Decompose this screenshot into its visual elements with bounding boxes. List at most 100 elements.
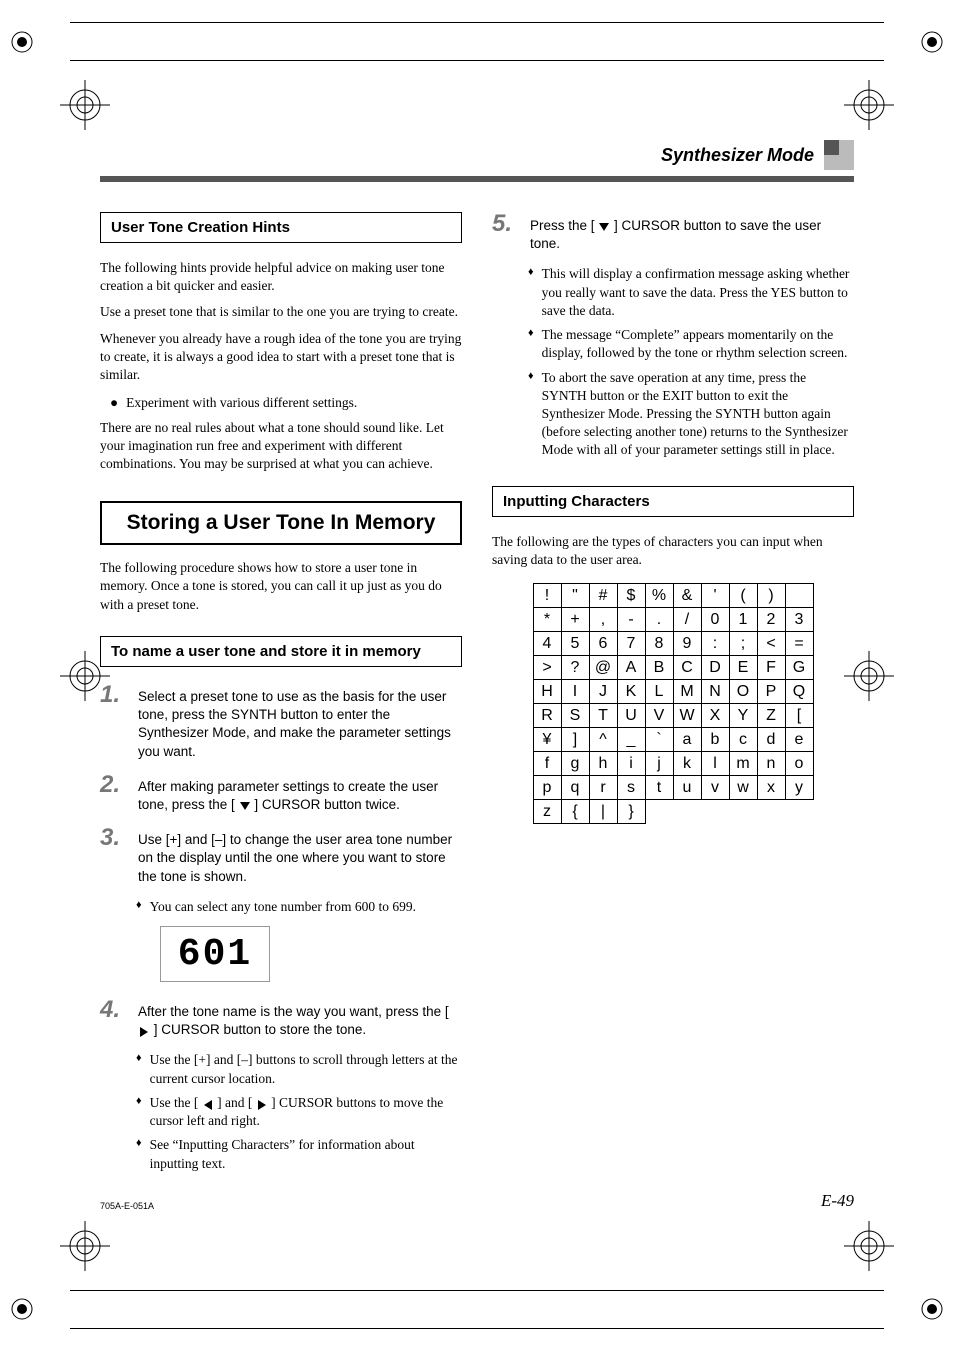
footer-code: 705A-E-051A: [100, 1201, 154, 1211]
char-cell: v: [701, 776, 729, 800]
char-cell: &: [673, 584, 701, 608]
diamond-icon: ♦: [136, 1094, 142, 1130]
bullet-dot-icon: ●: [110, 394, 118, 412]
char-cell: 1: [729, 608, 757, 632]
char-cell: W: [673, 704, 701, 728]
char-cell: =: [785, 632, 813, 656]
registration-mark-icon: [844, 80, 894, 130]
char-cell: c: [729, 728, 757, 752]
char-cell: b: [701, 728, 729, 752]
char-cell: t: [645, 776, 673, 800]
sub-bullet: ♦ See “Inputting Characters” for informa…: [136, 1136, 462, 1172]
char-cell: n: [757, 752, 785, 776]
char-cell: `: [645, 728, 673, 752]
input-chars-heading: Inputting Characters: [492, 486, 854, 517]
char-cell: #: [589, 584, 617, 608]
char-cell: A: [617, 656, 645, 680]
step-4: 4. After the tone name is the way you wa…: [100, 998, 462, 1039]
char-cell: +: [561, 608, 589, 632]
page-header: Synthesizer Mode: [100, 140, 854, 170]
right-column: 5. Press the [ ] CURSOR button to save t…: [492, 212, 854, 1179]
left-arrow-icon: [202, 1098, 214, 1110]
char-cell: ?: [561, 656, 589, 680]
character-table: !"#$%&'() *+,-./0123456789:;<=>?@ABCDEFG…: [533, 583, 814, 824]
char-cell: q: [561, 776, 589, 800]
char-cell: [673, 800, 701, 824]
page-content: Synthesizer Mode User Tone Creation Hint…: [100, 140, 854, 1211]
naming-heading: To name a user tone and store it in memo…: [100, 636, 462, 667]
char-cell: N: [701, 680, 729, 704]
body-text: There are no real rules about what a ton…: [100, 419, 462, 474]
char-cell: ): [757, 584, 785, 608]
char-cell: M: [673, 680, 701, 704]
header-title: Synthesizer Mode: [661, 145, 814, 166]
char-cell: ¥: [533, 728, 561, 752]
char-cell: h: [589, 752, 617, 776]
char-cell: ": [561, 584, 589, 608]
char-cell: [701, 800, 729, 824]
char-cell: d: [757, 728, 785, 752]
char-cell: C: [673, 656, 701, 680]
char-cell: O: [729, 680, 757, 704]
step-text: After making parameter settings to creat…: [138, 773, 462, 814]
registration-mark-icon: [60, 1221, 110, 1271]
char-cell: u: [673, 776, 701, 800]
char-cell: X: [701, 704, 729, 728]
diamond-icon: ♦: [528, 369, 534, 460]
step-text: Press the [ ] CURSOR button to save the …: [530, 212, 854, 253]
char-cell: [757, 800, 785, 824]
char-cell: _: [617, 728, 645, 752]
diamond-icon: ♦: [136, 1051, 142, 1087]
hints-heading: User Tone Creation Hints: [100, 212, 462, 243]
char-cell: 0: [701, 608, 729, 632]
diamond-icon: ♦: [528, 326, 534, 362]
char-cell: T: [589, 704, 617, 728]
step-number: 3.: [100, 826, 128, 886]
char-cell: 9: [673, 632, 701, 656]
char-cell: x: [757, 776, 785, 800]
char-cell: z: [533, 800, 561, 824]
body-text: The following are the types of character…: [492, 533, 854, 569]
down-arrow-icon: [239, 799, 251, 811]
char-cell: ^: [589, 728, 617, 752]
header-block-icon: [824, 140, 854, 170]
lcd-value: 601: [178, 933, 252, 976]
sub-bullet: ♦ The message “Complete” appears momenta…: [528, 326, 854, 362]
char-cell: $: [617, 584, 645, 608]
char-cell: [: [785, 704, 813, 728]
char-cell: G: [785, 656, 813, 680]
char-cell: Z: [757, 704, 785, 728]
footer-page-number: E-49: [821, 1191, 854, 1211]
char-cell: {: [561, 800, 589, 824]
char-cell: }: [617, 800, 645, 824]
sub-bullet-text: This will display a confirmation message…: [542, 265, 854, 320]
crop-line: [70, 22, 884, 23]
step-1: 1. Select a preset tone to use as the ba…: [100, 683, 462, 761]
step-number: 5.: [492, 212, 520, 253]
down-arrow-icon: [598, 220, 610, 232]
body-text: Whenever you already have a rough idea o…: [100, 330, 462, 385]
sub-bullet-text: Use the [ ] and [ ] CURSOR buttons to mo…: [150, 1094, 462, 1130]
char-cell: k: [673, 752, 701, 776]
diamond-icon: ♦: [136, 898, 142, 916]
char-cell: p: [533, 776, 561, 800]
step-2: 2. After making parameter settings to cr…: [100, 773, 462, 814]
char-cell: [785, 800, 813, 824]
char-cell: P: [757, 680, 785, 704]
char-cell: S: [561, 704, 589, 728]
char-cell: R: [533, 704, 561, 728]
sub-bullet-text: To abort the save operation at any time,…: [542, 369, 854, 460]
char-cell: V: [645, 704, 673, 728]
char-cell: [729, 800, 757, 824]
registration-mark-icon: [844, 1221, 894, 1271]
registration-mark-icon: [60, 80, 110, 130]
bullet-text: Experiment with various different settin…: [126, 394, 357, 412]
char-cell: ]: [561, 728, 589, 752]
char-cell: >: [533, 656, 561, 680]
sub-bullet-text: You can select any tone number from 600 …: [150, 898, 416, 916]
body-text: Use a preset tone that is similar to the…: [100, 303, 462, 321]
right-arrow-icon: [138, 1025, 150, 1037]
storing-heading: Storing a User Tone In Memory: [100, 501, 462, 545]
char-cell: ;: [729, 632, 757, 656]
sub-bullet: ♦ Use the [+] and [–] buttons to scroll …: [136, 1051, 462, 1087]
